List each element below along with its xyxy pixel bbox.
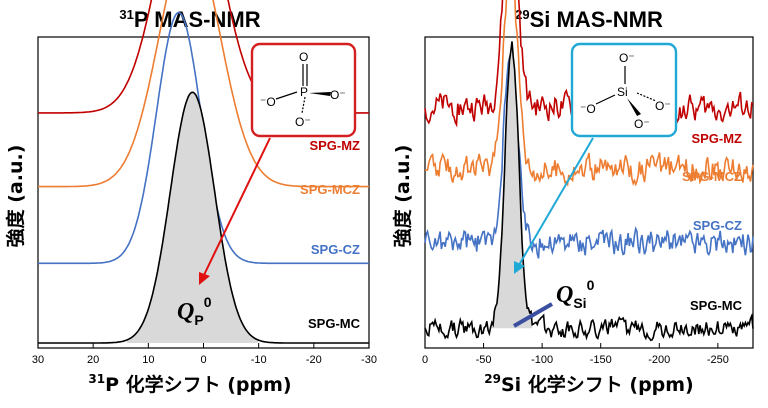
p31-title-text: P MAS-NMR <box>134 7 261 32</box>
si29-xlabel: 29Si 化学シフト (ppm) <box>484 372 694 396</box>
si29-q-pointer <box>512 302 554 328</box>
p31-q-sup: 0 <box>204 294 212 310</box>
si29-series-spg-mcz <box>424 0 754 187</box>
si29-silicon-atom: Si <box>617 85 628 99</box>
si29-oxygen-bottom: O⁻ <box>634 117 650 131</box>
si29-plot-frame <box>424 36 754 349</box>
silicate-molecule: O⁻ ⁻O O⁻ O⁻ Si <box>580 51 671 131</box>
si29-label-spg-mz: SPG-MZ <box>691 131 742 146</box>
si29-q-main: Q <box>556 282 573 308</box>
si29-ylabel: 強度 (a.u.) <box>391 145 414 248</box>
p31-xtick-label: 0 <box>200 354 206 366</box>
si29-xlabel-text: Si 化学シフト (ppm) <box>501 373 694 396</box>
p31-series-spg-mcz <box>38 0 369 188</box>
si-o-wedge-down <box>627 98 641 116</box>
p31-xtick-label: 20 <box>87 354 99 366</box>
si29-q-sup: 0 <box>587 277 595 293</box>
si29-xticks: 0 -50 -100 -150 -200 -250 <box>422 343 729 366</box>
p31-xtick-label: -30 <box>361 354 377 366</box>
si29-panel: 29Si MAS-NMR 強度 (a.u.) 0 -50 -100 -150 -200-… <box>391 0 754 396</box>
p31-oxygen-top: O <box>299 50 308 64</box>
si29-oxygen-left: ⁻O <box>580 102 596 116</box>
si29-xtick-label: -100 <box>531 354 553 366</box>
p-o-wedge-right <box>309 92 331 96</box>
si29-series-spg-cz <box>424 52 754 259</box>
p31-oxygen-right: O⁻ <box>330 88 346 102</box>
si29-q-sub: Si <box>573 295 586 311</box>
p-o-bond-left <box>275 91 298 100</box>
si29-oxygen-right: O⁻ <box>655 99 671 113</box>
p31-q-main: Q <box>177 299 194 325</box>
si29-label-spg-mc: SPG-MC <box>690 298 743 313</box>
si29-title-sup: 29 <box>515 7 529 22</box>
p31-label-spg-mz: SPG-MZ <box>309 138 360 153</box>
p31-xlabel-text: P 化学シフト (ppm) <box>105 373 292 396</box>
p31-xticks: 30 20 10 0 -10 -20 -30 <box>32 343 377 366</box>
si29-xtick-label: 0 <box>422 354 428 366</box>
p31-xtick-label: -20 <box>306 354 322 366</box>
si29-oxygen-top: O⁻ <box>619 51 635 65</box>
si29-title: 29Si MAS-NMR <box>515 7 663 32</box>
p31-label-spg-mcz: SPG-MCZ <box>300 182 360 197</box>
p31-peak-fill <box>127 92 259 343</box>
si29-xlabel-sup: 29 <box>484 372 501 386</box>
p31-title-sup: 31 <box>119 7 133 22</box>
p31-title: 31P MAS-NMR <box>119 7 260 32</box>
p31-panel: 31P MAS-NMR 強度 (a.u.) 30 20 10 0 -10 -20 -30 S… <box>4 0 377 396</box>
p31-xlabel: 31P 化学シフト (ppm) <box>88 372 291 396</box>
si-o-bond-left <box>595 94 616 105</box>
si29-series-spg-mc <box>424 41 754 342</box>
si29-title-text: Si MAS-NMR <box>530 7 663 32</box>
si29-label-spg-cz: SPG-CZ <box>693 218 742 233</box>
si29-molecule-inset <box>570 42 678 138</box>
p31-arrow-head <box>199 272 210 285</box>
p31-xtick-label: -10 <box>251 354 267 366</box>
p31-ylabel: 強度 (a.u.) <box>4 145 27 248</box>
p-o-hash-down <box>301 96 306 114</box>
si29-xtick-label: -150 <box>590 354 612 366</box>
si29-xtick-label: -200 <box>648 354 670 366</box>
si29-arrow-head <box>514 261 525 274</box>
si29-label-spg-mcz: SPG-MCZ <box>682 169 742 184</box>
p31-label-spg-cz: SPG-CZ <box>311 242 360 257</box>
p31-q-sub: P <box>194 312 203 328</box>
p31-q-annotation: QP0 <box>177 294 212 328</box>
p31-molecule-inset <box>250 42 357 138</box>
si29-xtick-label: -250 <box>707 354 729 366</box>
si29-q-annotation: QSi0 <box>556 277 595 311</box>
p31-label-spg-mc: SPG-MC <box>308 316 361 331</box>
p31-phosphorus-atom: P <box>300 85 308 99</box>
p31-xlabel-sup: 31 <box>88 372 105 386</box>
p31-oxygen-bottom: O⁻ <box>295 115 311 129</box>
phosphate-molecule: O ⁻O O⁻ O⁻ P <box>260 50 346 129</box>
p31-arrow-line <box>203 137 271 276</box>
si29-arrow-line <box>518 137 594 266</box>
p31-oxygen-left: ⁻O <box>260 95 276 109</box>
si29-xtick-label: -50 <box>476 354 492 366</box>
p31-xtick-label: 10 <box>142 354 154 366</box>
p31-xtick-label: 30 <box>32 354 44 366</box>
